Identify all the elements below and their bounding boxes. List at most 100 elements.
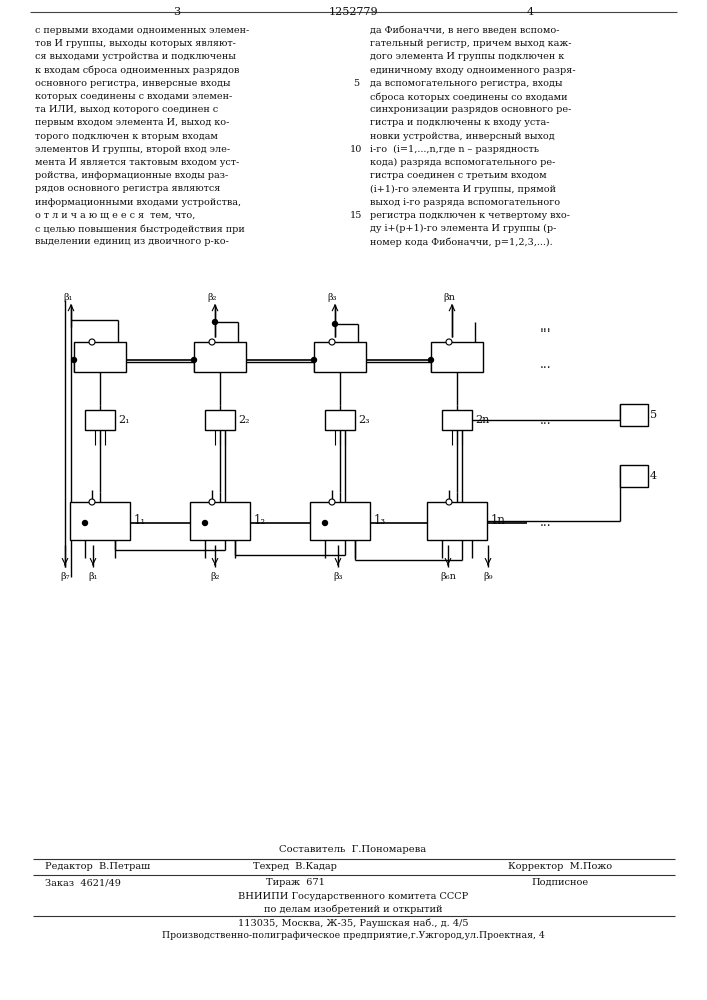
Text: ...: ... [540, 516, 551, 530]
Text: T: T [430, 503, 435, 511]
Text: к: к [78, 524, 83, 532]
Text: ройства, информационные входы раз-: ройства, информационные входы раз- [35, 171, 228, 180]
Text: выделении единиц из двоичного р-ко-: выделении единиц из двоичного р-ко- [35, 237, 229, 246]
Text: новки устройства, инверсный выход: новки устройства, инверсный выход [370, 132, 554, 141]
Text: β₃: β₃ [327, 293, 337, 302]
Bar [442, 410, 472, 430]
Text: β₁: β₁ [63, 293, 73, 302]
Text: к: к [435, 524, 439, 532]
Text: с целью повышения быстродействия при: с целью повышения быстродействия при [35, 224, 245, 233]
Text: с: с [338, 524, 342, 532]
Text: да Фибоначчи, в него введен вспомо-: да Фибоначчи, в него введен вспомо- [370, 26, 559, 35]
Bar [620, 404, 648, 426]
Bar [310, 502, 370, 540]
Text: 2₂: 2₂ [238, 415, 250, 425]
Text: в: в [475, 524, 479, 532]
Circle shape [312, 358, 317, 362]
Text: та ИЛИ, выход которого соединен с: та ИЛИ, выход которого соединен с [35, 105, 218, 114]
Text: дого элемента И группы подключен к: дого элемента И группы подключен к [370, 52, 564, 61]
Text: гательный регистр, причем выход каж-: гательный регистр, причем выход каж- [370, 39, 571, 48]
Text: ду i+(p+1)-го элемента И группы (р-: ду i+(p+1)-го элемента И группы (р- [370, 224, 556, 233]
Text: основного регистра, инверсные входы: основного регистра, инверсные входы [35, 79, 230, 88]
Text: 1₁: 1₁ [134, 514, 146, 528]
Text: гистра соединен с третьим входом: гистра соединен с третьим входом [370, 171, 547, 180]
Text: T: T [193, 503, 198, 511]
Circle shape [322, 520, 327, 526]
Text: с: с [455, 524, 459, 532]
Circle shape [71, 358, 76, 362]
Text: 5: 5 [650, 410, 657, 420]
Text: 4: 4 [650, 471, 657, 481]
Text: 2₃: 2₃ [358, 415, 370, 425]
Text: Корректор  М.Пожо: Корректор М.Пожо [508, 862, 612, 871]
Text: по делам изобретений и открытий: по делам изобретений и открытий [264, 905, 443, 914]
Text: о т л и ч а ю щ е е с я  тем, что,: о т л и ч а ю щ е е с я тем, что, [35, 211, 195, 220]
Circle shape [332, 322, 337, 326]
Text: синхронизации разрядов основного ре-: синхронизации разрядов основного ре- [370, 105, 571, 114]
Text: да вспомогательного регистра, входы: да вспомогательного регистра, входы [370, 79, 563, 88]
Text: T: T [313, 503, 318, 511]
Text: β₂: β₂ [207, 293, 216, 302]
Circle shape [446, 499, 452, 505]
Text: с первыми входами одноименных элемен-: с первыми входами одноименных элемен- [35, 26, 250, 35]
Text: рядов основного регистра являются: рядов основного регистра являются [35, 184, 221, 193]
Text: 10: 10 [350, 145, 362, 154]
Text: 4: 4 [527, 7, 534, 17]
Text: 2₁: 2₁ [118, 415, 129, 425]
Text: З₃: З₃ [334, 351, 346, 363]
Bar [325, 410, 355, 430]
Text: мента И является тактовым входом уст-: мента И является тактовым входом уст- [35, 158, 239, 167]
Bar [190, 502, 250, 540]
Text: Составитель  Г.Пономарева: Составитель Г.Пономарева [279, 845, 426, 854]
Text: ВНИИПИ Государственного комитета СССР: ВНИИПИ Государственного комитета СССР [238, 892, 468, 901]
Text: ...: ... [540, 359, 551, 371]
Text: Заказ  4621/49: Заказ 4621/49 [45, 878, 121, 887]
Circle shape [446, 339, 452, 345]
Text: Тираж  671: Тираж 671 [266, 878, 325, 887]
Text: 2n: 2n [475, 415, 489, 425]
Bar [74, 342, 126, 372]
Text: ...: ... [540, 320, 551, 334]
Text: торого подключен к вторым входам: торого подключен к вторым входам [35, 132, 218, 141]
Text: β₁: β₁ [88, 572, 98, 581]
Text: в: в [118, 524, 122, 532]
Text: сброса которых соединены со входами: сброса которых соединены со входами [370, 92, 568, 102]
Circle shape [209, 339, 215, 345]
Text: βn: βn [443, 293, 455, 302]
Text: которых соединены с входами элемен-: которых соединены с входами элемен- [35, 92, 233, 101]
Text: i-го  (i=1,...,n,где n – разрядность: i-го (i=1,...,n,где n – разрядность [370, 145, 539, 154]
Circle shape [213, 320, 218, 324]
Circle shape [329, 499, 335, 505]
Text: 1₂: 1₂ [254, 514, 266, 528]
Text: β₇: β₇ [60, 572, 70, 581]
Text: β₉: β₉ [484, 572, 493, 581]
Bar [314, 342, 366, 372]
Text: β₂: β₂ [210, 572, 220, 581]
Text: (i+1)-го элемента И группы, прямой: (i+1)-го элемента И группы, прямой [370, 184, 556, 194]
Text: Производственно-полиграфическое предприятие,г.Ужгород,ул.Проектная, 4: Производственно-полиграфическое предприя… [162, 931, 544, 940]
Text: З₁: З₁ [94, 351, 106, 363]
Text: в: в [358, 524, 362, 532]
Text: к: к [198, 524, 202, 532]
Bar [427, 502, 487, 540]
Bar [205, 410, 235, 430]
Text: T: T [73, 503, 78, 511]
Text: тов И группы, выходы которых являют-: тов И группы, выходы которых являют- [35, 39, 236, 48]
Text: ся выходами устройства и подключены: ся выходами устройства и подключены [35, 52, 236, 61]
Text: ...: ... [540, 414, 551, 426]
Text: 1252779: 1252779 [328, 7, 378, 17]
Circle shape [202, 520, 207, 526]
Text: элементов И группы, второй вход эле-: элементов И группы, второй вход эле- [35, 145, 230, 154]
Text: к: к [317, 524, 322, 532]
Text: Подписное: Подписное [532, 878, 588, 887]
Text: выход i-го разряда вспомогательного: выход i-го разряда вспомогательного [370, 198, 560, 207]
Text: β₆n: β₆n [440, 572, 456, 581]
Bar [620, 465, 648, 487]
Text: Зn: Зn [450, 351, 464, 363]
Text: 15: 15 [350, 211, 362, 220]
Text: ...: ... [540, 322, 551, 334]
Text: Техред  В.Кадар: Техред В.Кадар [253, 862, 337, 871]
Bar [70, 502, 130, 540]
Circle shape [209, 499, 215, 505]
Text: 5: 5 [353, 79, 359, 88]
